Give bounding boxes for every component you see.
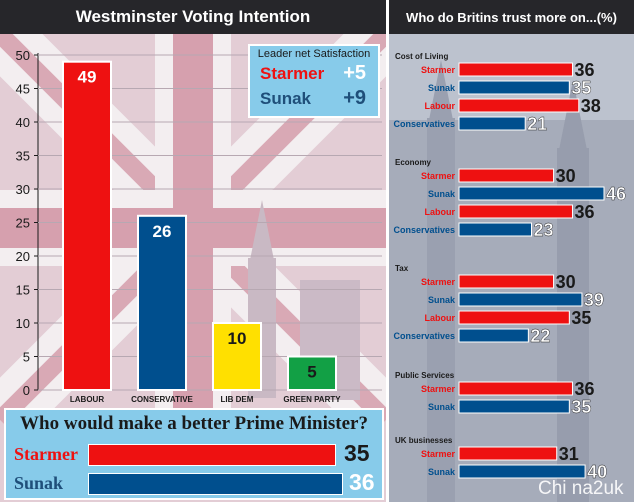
y-tick-label: 0 <box>23 383 30 398</box>
trust-bar <box>458 274 555 289</box>
better-pm-sunak-bar <box>88 473 343 495</box>
trust-bar <box>458 222 532 237</box>
voting-intention-chart: 0 5 10 15 20 25 30 35 40 45 50 49 LABOUR 26 CONSERVATI… <box>16 48 382 404</box>
group-title: UK businesses <box>395 436 453 445</box>
satisfaction-sunak-name: Sunak <box>260 89 312 108</box>
trust-value-label: 30 <box>556 166 576 186</box>
trust-bar <box>458 310 570 325</box>
y-tick-label: 10 <box>16 316 30 331</box>
satisfaction-title: Leader net Satisfaction <box>257 48 371 60</box>
better-pm-sunak-value: 36 <box>349 469 375 495</box>
better-pm-starmer-name: Starmer <box>14 444 78 464</box>
bar-label: Conservatives <box>393 119 455 129</box>
y-tick-label: 20 <box>16 249 30 264</box>
trust-value-label: 46 <box>606 184 626 204</box>
y-tick-label: 5 <box>23 350 30 365</box>
category-label: LIB DEM <box>221 395 254 404</box>
trust-value-label: 23 <box>534 220 554 240</box>
trust-bar <box>458 80 570 95</box>
trust-value-label: 31 <box>559 444 579 464</box>
better-pm-starmer-bar <box>88 444 336 466</box>
bar-label: Starmer <box>421 384 456 394</box>
category-label: LABOUR <box>70 395 104 404</box>
bar-value-label: 5 <box>307 363 316 382</box>
bar-label: Sunak <box>428 467 456 477</box>
bar-label: Conservatives <box>393 225 455 235</box>
bar-label: Labour <box>425 313 456 323</box>
y-tick-label: 35 <box>16 149 30 164</box>
bar <box>287 355 337 391</box>
trust-value-label: 35 <box>571 308 591 328</box>
better-pm-box: Who would make a better Prime Minister? … <box>4 408 384 500</box>
trust-bar <box>458 464 586 479</box>
bar <box>62 60 112 391</box>
trust-chart: Cost of Living Starmer 36 Sunak 35 Labour 38 Co… <box>393 52 626 482</box>
group-title: Tax <box>395 264 409 273</box>
trust-value-label: 36 <box>574 202 594 222</box>
bar <box>137 214 187 391</box>
trust-value-label: 30 <box>556 272 576 292</box>
trust-value-label: 39 <box>584 290 604 310</box>
trust-bar <box>458 62 573 77</box>
trust-title: Who do Britins trust more on...(%) <box>389 0 634 34</box>
better-pm-starmer-value: 35 <box>344 440 370 466</box>
voting-intention-title: Westminster Voting Intention <box>0 0 386 34</box>
bar-label: Starmer <box>421 65 456 75</box>
trust-value-label: 36 <box>574 379 594 399</box>
category-label: CONSERVATIVE <box>131 395 193 404</box>
trust-value-label: 40 <box>587 462 607 482</box>
satisfaction-sunak-value: +9 <box>343 87 366 109</box>
trust-bar <box>458 446 558 461</box>
trust-bar <box>458 168 555 183</box>
bar-label: Starmer <box>421 449 456 459</box>
group-title: Public Services <box>395 371 455 380</box>
watermark: Chi na2uk <box>538 478 624 499</box>
y-tick-label: 30 <box>16 182 30 197</box>
trust-bar <box>458 328 529 343</box>
bar-value-label: 26 <box>153 222 172 241</box>
bar-value-label: 49 <box>78 68 97 87</box>
better-pm-sunak-name: Sunak <box>14 473 64 493</box>
trust-bar <box>458 98 580 113</box>
satisfaction-starmer-name: Starmer <box>260 64 325 83</box>
y-tick-label: 50 <box>16 48 30 63</box>
trust-value-label: 21 <box>527 114 547 134</box>
trust-value-label: 36 <box>574 60 594 80</box>
trust-bar <box>458 399 570 414</box>
bar-label: Sunak <box>428 402 456 412</box>
better-pm-title: Who would make a better Prime Minister? <box>20 413 368 434</box>
trust-value-label: 22 <box>530 326 550 346</box>
bar-label: Starmer <box>421 171 456 181</box>
y-tick-label: 25 <box>16 216 30 231</box>
bar-value-label: 10 <box>228 329 247 348</box>
bar-label: Conservatives <box>393 331 455 341</box>
bar-label: Starmer <box>421 277 456 287</box>
trust-bar <box>458 186 605 201</box>
trust-value-label: 38 <box>581 96 601 116</box>
satisfaction-starmer-value: +5 <box>343 62 366 84</box>
y-tick-label: 40 <box>16 115 30 130</box>
bar-label: Labour <box>425 207 456 217</box>
satisfaction-box: Leader net Satisfaction Starmer +5 Sunak… <box>248 44 380 118</box>
trust-panel: Who do Britins trust more on...(%) Cost … <box>389 0 634 502</box>
y-tick-label: 45 <box>16 82 30 97</box>
trust-value-label: 35 <box>571 397 591 417</box>
trust-bar <box>458 381 573 396</box>
category-label: GREEN PARTY <box>283 395 341 404</box>
bar-label: Sunak <box>428 189 456 199</box>
group-title: Economy <box>395 158 432 167</box>
y-tick-label: 15 <box>16 283 30 298</box>
voting-intention-panel: Westminster Voting Intention 0 5 10 15 20 25 3… <box>0 0 386 502</box>
trust-bar <box>458 116 526 131</box>
bar-label: Sunak <box>428 295 456 305</box>
trust-bar <box>458 204 573 219</box>
group-title: Cost of Living <box>395 52 448 61</box>
trust-bar <box>458 292 583 307</box>
bar-label: Labour <box>425 101 456 111</box>
trust-value-label: 35 <box>571 78 591 98</box>
bar <box>212 322 262 391</box>
bar-label: Sunak <box>428 83 456 93</box>
